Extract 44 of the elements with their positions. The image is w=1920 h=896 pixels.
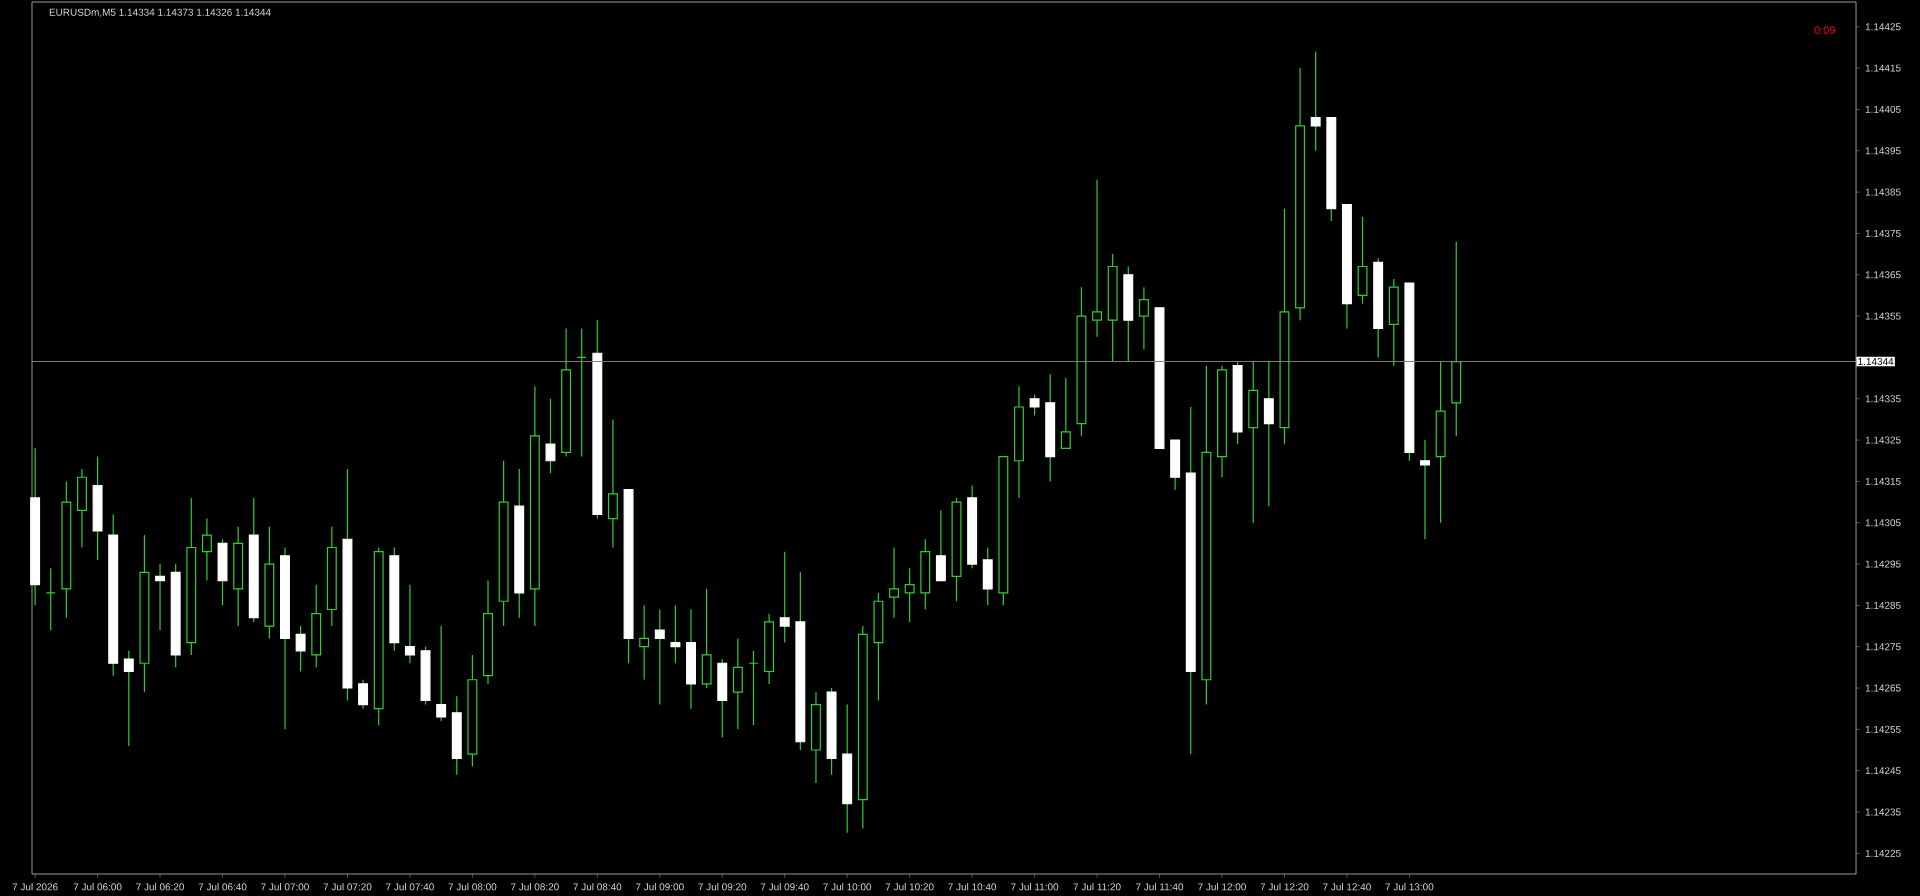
candlestick <box>1029 394 1040 416</box>
candlestick <box>701 588 712 689</box>
candlestick <box>1138 286 1149 350</box>
candlestick <box>873 592 884 702</box>
candlestick <box>1170 439 1181 491</box>
candlestick <box>920 538 931 611</box>
candlestick <box>123 650 134 747</box>
candlestick <box>639 604 650 681</box>
candlestick <box>810 691 821 784</box>
candlestick <box>607 418 618 549</box>
candlestick <box>1092 179 1103 338</box>
candlestick <box>92 455 103 561</box>
candlestick <box>451 695 462 776</box>
candlestick <box>295 625 306 673</box>
candlestick <box>404 584 415 664</box>
candlestick <box>1451 241 1462 437</box>
candlestick <box>358 679 369 710</box>
candlestick <box>1123 265 1134 363</box>
candlestick <box>1310 50 1321 152</box>
candlestick <box>1248 360 1259 524</box>
candlestick <box>779 551 790 644</box>
candlestick <box>1263 360 1274 507</box>
candlestick <box>311 584 322 668</box>
candlestick <box>670 604 681 664</box>
candlestick <box>233 526 244 627</box>
candlestick <box>1420 439 1430 540</box>
candlestick <box>732 637 743 730</box>
candlestick <box>935 509 946 582</box>
candlestick <box>545 398 556 474</box>
candlestick <box>686 608 696 710</box>
candlestick <box>1435 360 1446 524</box>
candlestick <box>717 658 728 739</box>
candlestick <box>982 546 993 606</box>
candlestick <box>217 538 228 606</box>
candlestick <box>889 546 900 619</box>
candlestick <box>77 468 87 549</box>
candlestick <box>155 563 166 631</box>
candlestick <box>654 608 665 706</box>
candlestick <box>436 625 447 722</box>
candlestick <box>1388 278 1399 367</box>
candlestick <box>1357 216 1368 305</box>
candlestick <box>201 517 212 582</box>
candlestick <box>1060 377 1071 449</box>
candlestick <box>904 567 915 623</box>
